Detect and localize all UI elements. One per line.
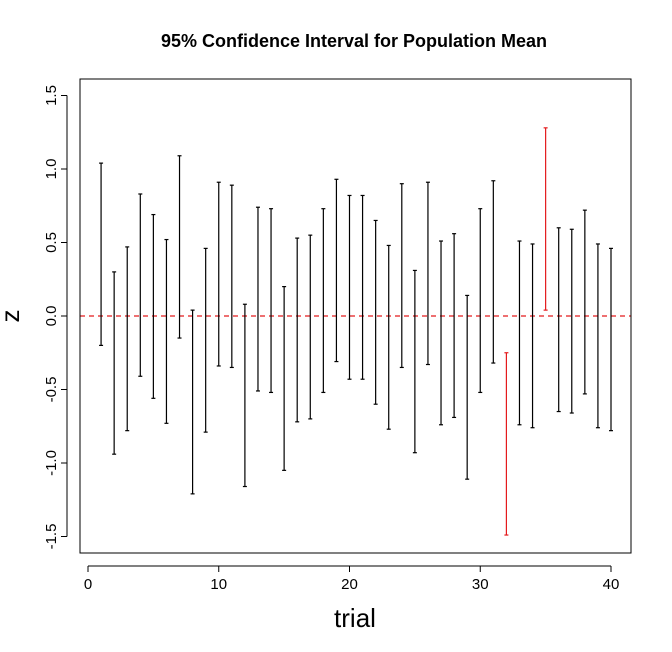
- interval-trial-1: [99, 162, 104, 346]
- interval-trial-25: [412, 269, 417, 454]
- interval-trial-4: [138, 193, 143, 377]
- interval-trial-16: [295, 237, 300, 423]
- x-axis: 0 10 20 30 40: [84, 565, 620, 593]
- interval-trial-34: [530, 243, 535, 429]
- interval-trial-29: [465, 294, 470, 480]
- interval-trial-32: [504, 352, 509, 536]
- interval-trial-35: [543, 127, 548, 311]
- y-axis-label: z: [0, 310, 25, 323]
- interval-trial-8: [190, 309, 195, 495]
- interval-trial-30: [478, 208, 483, 394]
- interval-trial-3: [125, 246, 130, 432]
- interval-trial-11: [229, 184, 234, 369]
- interval-trial-13: [255, 206, 260, 392]
- interval-trial-6: [164, 238, 169, 424]
- x-axis-label: trial: [334, 603, 376, 633]
- interval-trial-22: [373, 219, 378, 405]
- interval-trial-12: [242, 303, 247, 488]
- interval-trial-28: [452, 233, 457, 419]
- interval-trial-23: [386, 244, 391, 430]
- interval-trial-31: [491, 180, 496, 364]
- interval-trial-39: [595, 243, 600, 429]
- interval-trial-36: [556, 227, 561, 413]
- plot-frame: [79, 78, 632, 554]
- interval-trial-9: [203, 247, 208, 433]
- interval-trial-38: [582, 209, 587, 395]
- interval-trial-5: [151, 213, 156, 399]
- interval-trial-2: [112, 271, 117, 455]
- interval-trial-14: [269, 208, 274, 394]
- interval-trial-18: [321, 208, 326, 394]
- y-axis: -1.5 -1.0 -0.5 0.0 0.5 1.0 1.5: [43, 85, 68, 550]
- interval-trial-37: [569, 228, 574, 414]
- interval-trial-19: [334, 178, 339, 363]
- y-tick-label: 0.5: [43, 232, 60, 253]
- x-tick-label: 0: [84, 576, 92, 593]
- y-tick-label: 1.5: [43, 85, 60, 106]
- y-tick-label: -1.5: [43, 524, 60, 550]
- interval-trial-7: [177, 155, 182, 339]
- y-tick-label: -1.0: [43, 450, 60, 476]
- interval-trial-24: [399, 183, 404, 369]
- interval-trial-40: [609, 247, 613, 432]
- interval-trial-27: [439, 240, 444, 426]
- y-tick-label: 1.0: [43, 159, 60, 180]
- chart-title: 95% Confidence Interval for Population M…: [161, 31, 547, 51]
- y-tick-label: 0.0: [43, 306, 60, 327]
- interval-trial-10: [216, 181, 221, 367]
- interval-trial-26: [425, 181, 430, 366]
- x-tick-label: 40: [603, 576, 620, 593]
- plot-area: [80, 127, 631, 536]
- interval-trial-20: [347, 194, 352, 380]
- interval-trial-33: [517, 240, 522, 426]
- x-tick-label: 30: [472, 576, 489, 593]
- y-tick-label: -0.5: [43, 377, 60, 403]
- interval-trial-17: [308, 234, 313, 420]
- x-tick-label: 20: [341, 576, 358, 593]
- x-tick-label: 10: [210, 576, 227, 593]
- interval-trial-21: [360, 194, 365, 380]
- interval-trial-15: [282, 286, 287, 471]
